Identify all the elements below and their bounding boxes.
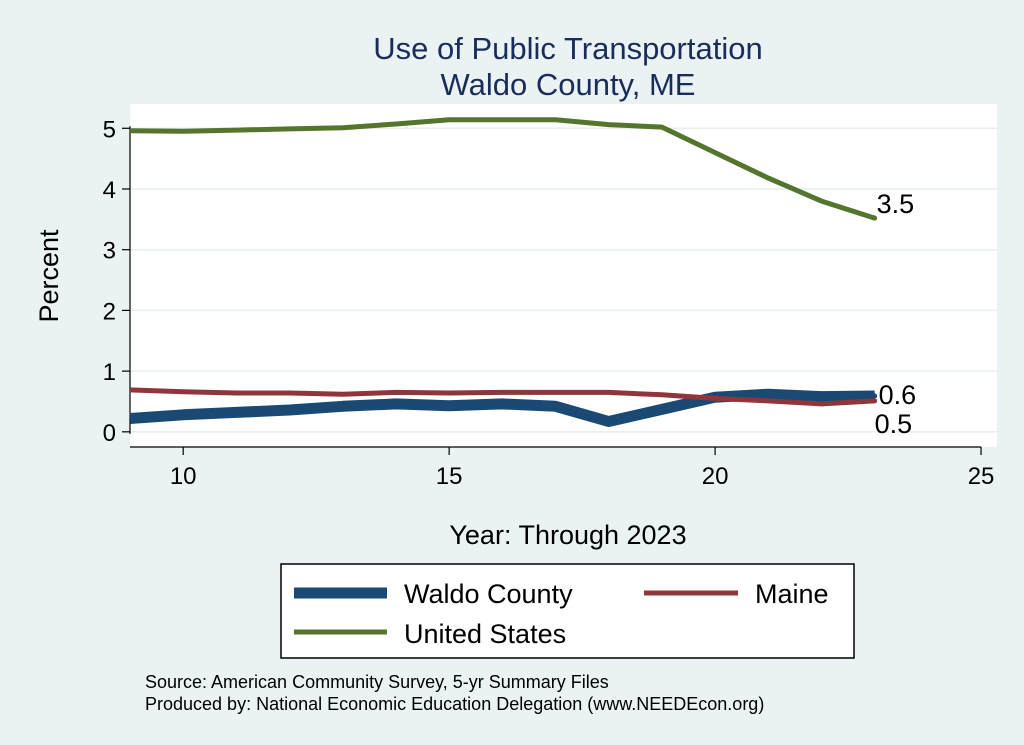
x-axis-label: Year: Through 2023	[449, 520, 686, 550]
chart-title: Use of Public Transportation	[373, 31, 762, 66]
chart-subtitle: Waldo County, ME	[441, 67, 696, 102]
y-tick-label-3: 3	[103, 238, 116, 265]
y-tick-label-2: 2	[103, 298, 116, 325]
end-point-maine	[872, 398, 878, 404]
x-tick-label-25: 25	[968, 463, 995, 490]
end-labels: 0.60.5 3.5	[875, 189, 917, 439]
legend-label-maine: Maine	[755, 579, 829, 609]
end-label-maine: 0.5	[875, 409, 913, 439]
series-line-maine	[129, 387, 875, 407]
x-tick-label-20: 20	[702, 463, 729, 490]
legend-label-waldo-county: Waldo County	[404, 579, 573, 609]
producer-note: Produced by: National Economic Education…	[145, 694, 764, 714]
x-tick-label-15: 15	[436, 463, 463, 490]
series-line-waldo-county	[129, 388, 875, 427]
end-point-waldo-county	[872, 393, 878, 399]
legend: Waldo County Maine United States	[280, 563, 855, 659]
y-tick-label-5: 5	[103, 116, 116, 143]
end-label-waldo-county: 0.6	[879, 380, 917, 410]
y-tick-label-0: 0	[103, 420, 116, 447]
end-label-united-states: 3.5	[877, 189, 915, 219]
axes: 0 1 2 3 4 5 10 15 20 25	[103, 116, 995, 490]
end-point-united-states	[872, 215, 878, 221]
series-lines	[129, 117, 878, 427]
series-line-united-states	[129, 117, 876, 221]
y-tick-label-1: 1	[103, 359, 116, 386]
y-axis-label: Percent	[34, 229, 64, 323]
legend-label-united-states: United States	[404, 619, 566, 649]
x-tick-label-10: 10	[170, 463, 197, 490]
legend-box	[280, 563, 855, 659]
y-tick-label-4: 4	[103, 177, 116, 204]
plot-area	[130, 104, 997, 447]
source-note: Source: American Community Survey, 5-yr …	[145, 672, 609, 692]
